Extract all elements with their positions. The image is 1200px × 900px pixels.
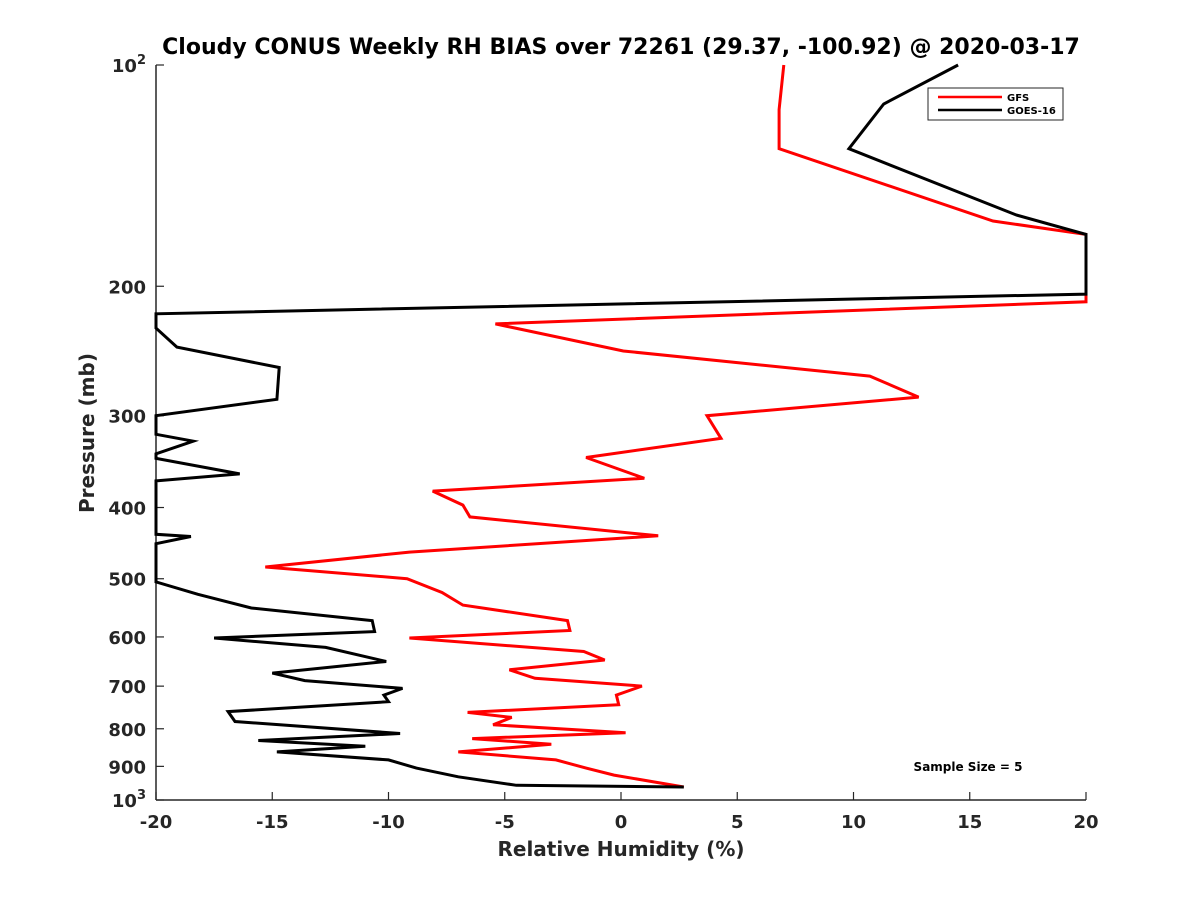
y-tick-label: 600	[108, 628, 146, 649]
plot-area	[155, 65, 1086, 801]
y-tick-label: 500	[108, 570, 146, 591]
y-tick-label: 900	[108, 757, 146, 778]
x-tick-label: 5	[731, 812, 744, 833]
y-tick-label-main: 700	[108, 677, 146, 698]
x-tick-label: -5	[495, 812, 515, 833]
series-lines	[154, 63, 1088, 789]
y-tick-label-main: 10	[112, 56, 137, 77]
y-tick-label-exponent: 3	[137, 788, 146, 803]
y-tick-label-main: 300	[108, 407, 146, 428]
x-tick-label: -10	[372, 812, 405, 833]
y-tick-label-main: 800	[108, 720, 146, 741]
sample-size-annotation: Sample Size = 5	[914, 760, 1023, 774]
x-tick-label: -15	[256, 812, 289, 833]
y-tick-label: 700	[108, 677, 146, 698]
y-tick-label: 102	[112, 53, 146, 77]
legend-label-gfs: GFS	[1007, 93, 1029, 104]
series-line-gfs	[265, 64, 1088, 789]
y-tick-label-main: 600	[108, 628, 146, 649]
x-tick-label: -20	[140, 812, 173, 833]
y-tick-label-main: 10	[112, 791, 137, 812]
x-tick-label: 10	[841, 812, 866, 833]
x-axis-ticks: -20 -15 -10 -5 0 5 10 15 20	[140, 792, 1099, 833]
y-tick-label: 400	[108, 499, 146, 520]
x-tick-label: 15	[957, 812, 982, 833]
y-tick-label: 103	[112, 788, 146, 812]
y-tick-label: 800	[108, 720, 146, 741]
x-axis-label: Relative Humidity (%)	[497, 837, 744, 861]
x-tick-label: 0	[615, 812, 628, 833]
chart-title: Cloudy CONUS Weekly RH BIAS over 72261 (…	[162, 35, 1080, 60]
x-tick-label: 20	[1073, 812, 1098, 833]
legend-label-goes16: GOES-16	[1007, 106, 1056, 117]
y-tick-label-main: 500	[108, 570, 146, 591]
y-tick-label-main: 900	[108, 757, 146, 778]
series-line-goes16	[154, 63, 1088, 789]
legend: GFS GOES-16	[927, 87, 1064, 121]
y-tick-label-exponent: 2	[137, 53, 146, 68]
y-axis-label: Pressure (mb)	[75, 353, 99, 513]
y-tick-label-main: 400	[108, 499, 146, 520]
y-tick-label: 300	[108, 407, 146, 428]
y-tick-label-main: 200	[108, 277, 146, 298]
y-tick-label: 200	[108, 277, 146, 298]
legend-box	[927, 87, 1064, 121]
